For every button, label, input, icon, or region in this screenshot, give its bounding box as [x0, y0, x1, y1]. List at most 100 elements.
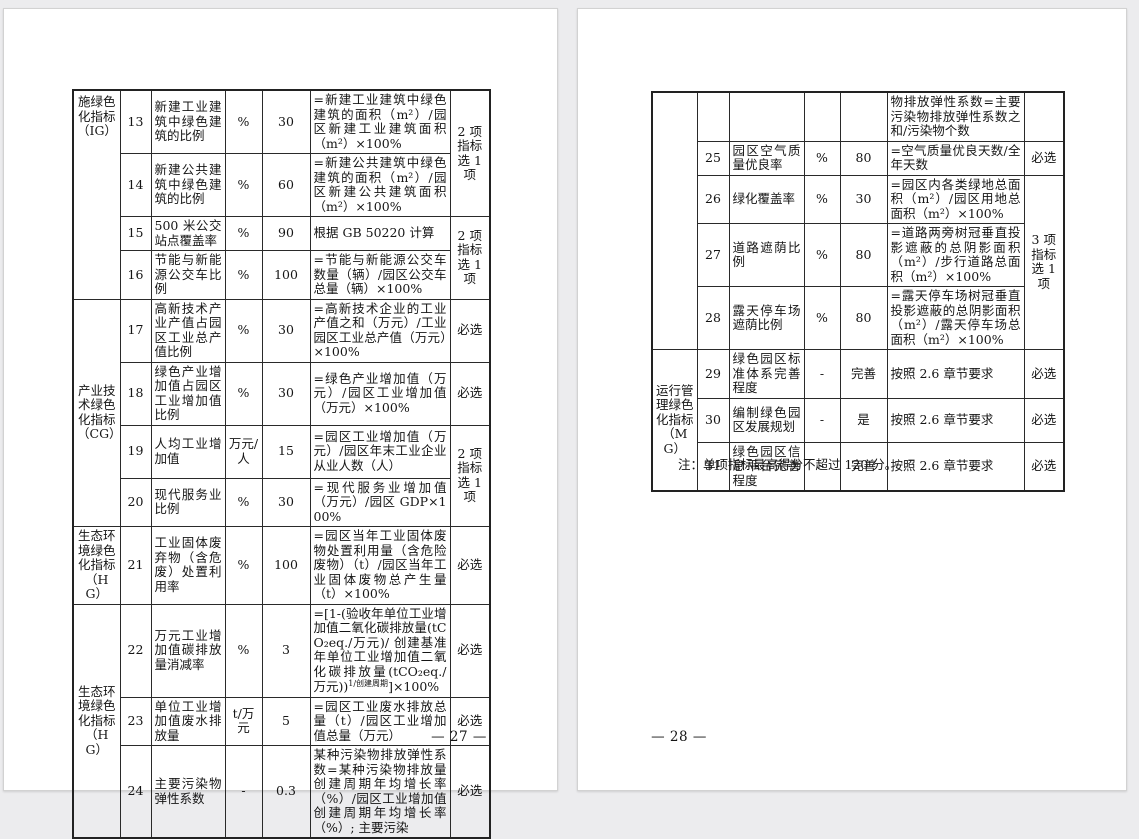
unit-cell: % — [224, 298, 263, 363]
formula-cell: =新建公共建筑中绿色建筑的面积（m²）/园区新建公共建筑面积（m²）×100% — [309, 153, 451, 217]
row-30: 30 编制绿色园区发展规划 - 是 按照 2.6 章节要求 必选 — [652, 397, 1065, 443]
indicator-name-cell: 工业固体废弃物（含危废）处置利用率 — [150, 526, 226, 605]
index-cell: 28 — [696, 286, 730, 350]
index-cell: 15 — [119, 216, 152, 251]
unit-cell: % — [224, 250, 263, 300]
indicator-name-cell: 新建工业建筑中绿色建筑的比例 — [150, 89, 226, 154]
target-value-cell: 30 — [261, 298, 311, 363]
requirement-cell: 必选 — [449, 745, 491, 839]
row-21: 生态环境绿色化指标（HG） 21 工业固体废弃物（含危废）处置利用率 % 100… — [72, 526, 491, 605]
index-cell: 27 — [696, 223, 730, 287]
indicator-name-cell: 绿色园区信息平台完善程度 — [728, 441, 805, 492]
row-31: 31 绿色园区信息平台完善程度 - 完善 按照 2.6 章节要求 必选 — [652, 441, 1065, 492]
page-number: — 27 — — [431, 729, 487, 745]
indicator-name-cell: 人均工业增加值 — [150, 424, 226, 479]
unit-cell: - — [803, 441, 841, 492]
category-cell — [651, 91, 698, 350]
category-cell: 生态环境绿色化指标（HG） — [72, 603, 121, 839]
page-28: 物排放弹性系数=主要污染物排放弹性系数之和/污染物个数 25 园区空气质量优良率… — [577, 8, 1127, 791]
index-cell: 18 — [119, 361, 152, 426]
indicator-name-cell: 绿色园区标准体系完善程度 — [728, 349, 805, 399]
formula-cell: 按照 2.6 章节要求 — [886, 441, 1025, 492]
formula-cell: 某种污染物排放弹性系数=某种污染物排放量创建周期年均增长率（%）/园区工业增加值… — [309, 745, 451, 839]
index-cell: 30 — [696, 397, 730, 443]
formula-cell: =[1-(验收年单位工业增加值二氧化碳排放量(tCO₂eq./万元)/ 创建基准… — [309, 603, 451, 698]
formula-cell: =露天停车场树冠垂直投影遮蔽的总阴影面积（m²）/露天停车场总面积（m²）×10… — [886, 286, 1025, 350]
category-cell: 生态环境绿色化指标（HG） — [72, 526, 121, 605]
indicator-table-left: 施绿色化指标（IG） 13 新建工业建筑中绿色建筑的比例 % 30 =新建工业建… — [72, 89, 491, 839]
formula-cell: 物排放弹性系数=主要污染物排放弹性系数之和/污染物个数 — [886, 91, 1025, 142]
indicator-name-cell: 500 米公交站点覆盖率 — [150, 216, 226, 251]
target-value-cell: 30 — [261, 89, 311, 154]
requirement-cell: 必选 — [1023, 397, 1065, 443]
index-cell: 25 — [696, 140, 730, 176]
target-value-cell: 3 — [261, 603, 311, 698]
row-20: 20 现代服务业比例 % 30 =现代服务业增加值（万元）/园区 GDP×100… — [73, 477, 490, 527]
requirement-cell: 2 项指标选 1 项 — [449, 216, 491, 300]
unit-cell: - — [803, 397, 841, 443]
page-27: 施绿色化指标（IG） 13 新建工业建筑中绿色建筑的比例 % 30 =新建工业建… — [3, 8, 558, 839]
requirement-cell: 必选 — [449, 298, 491, 363]
index-cell: 20 — [119, 477, 152, 527]
indicator-table-right: 物排放弹性系数=主要污染物排放弹性系数之和/污染物个数 25 园区空气质量优良率… — [651, 91, 1065, 492]
unit-cell: - — [224, 745, 263, 839]
row-24: 24 主要污染物弹性系数 - 0.3 某种污染物排放弹性系数=某种污染物排放量创… — [73, 745, 491, 839]
formula-cell: =高新技术企业的工业产值之和（万元）/工业园区工业总产值（万元）×100% — [309, 298, 451, 363]
row-22: 生态环境绿色化指标（HG） 22 万元工业增加值碳排放量消减率 % 3 =[1-… — [72, 603, 491, 839]
row-27: 27 道路遮荫比例 % 80 =道路两旁树冠垂直投影遮蔽的总阴影面积（m²）/步… — [652, 223, 1064, 287]
requirement-cell: 必选 — [449, 603, 491, 698]
index-cell: 14 — [119, 153, 152, 217]
formula-text: ]×100% — [388, 679, 440, 695]
index-cell — [696, 91, 730, 142]
target-value-cell: 30 — [261, 477, 311, 527]
row-16: 16 节能与新能源公交车比例 % 100 =节能与新能源公交车数量（辆）/园区公… — [73, 250, 490, 300]
formula-exponent: 1/创建周期 — [348, 679, 389, 688]
row-14: 14 新建公共建筑中绿色建筑的比例 % 60 =新建公共建筑中绿色建筑的面积（m… — [73, 153, 490, 217]
formula-cell: 根据 GB 50220 计算 — [309, 216, 451, 251]
indicator-name-cell: 绿化覆盖率 — [728, 174, 805, 224]
target-value-cell: 0.3 — [261, 745, 311, 839]
table-note: 注：单项指标最高得分不超过 120 分。 — [678, 457, 898, 472]
index-cell: 13 — [119, 89, 152, 154]
target-value-cell: 80 — [839, 140, 888, 176]
indicator-name-cell: 节能与新能源公交车比例 — [150, 250, 226, 300]
unit-cell: % — [224, 477, 263, 527]
unit-cell: % — [803, 140, 841, 176]
indicator-name-cell: 高新技术产业产值占园区工业总产值比例 — [150, 298, 226, 363]
requirement-cell: 必选 — [449, 361, 491, 426]
row-26: 26 绿化覆盖率 % 30 =园区内各类绿地总面积（m²）/园区用地总面积（m²… — [652, 174, 1065, 350]
page-number: — 28 — — [651, 729, 707, 745]
index-cell: 23 — [119, 696, 152, 747]
requirement-cell: 2 项指标选 1 项 — [449, 89, 491, 217]
unit-cell: - — [803, 349, 841, 399]
unit-cell: % — [224, 153, 263, 217]
indicator-name-cell: 道路遮荫比例 — [728, 223, 805, 287]
target-value-cell: 30 — [839, 174, 888, 224]
unit-cell: t/万元 — [224, 696, 263, 747]
row-13: 施绿色化指标（IG） 13 新建工业建筑中绿色建筑的比例 % 30 =新建工业建… — [72, 89, 491, 300]
formula-cell: =园区工业增加值（万元）/园区年末工业企业从业人数（人） — [309, 424, 451, 479]
target-value-cell: 完善 — [839, 441, 888, 492]
requirement-cell: 3 项指标选 1 项 — [1023, 174, 1065, 350]
target-value-cell: 5 — [261, 696, 311, 747]
requirement-cell: 必选 — [1023, 349, 1065, 399]
row-23: 23 单位工业增加值废水排放量 t/万元 5 =园区工业废水排放总量（t）/园区… — [73, 696, 491, 747]
index-cell: 24 — [119, 745, 152, 839]
unit-cell: % — [224, 603, 263, 698]
indicator-name-cell — [728, 91, 805, 142]
requirement-cell: 必选 — [449, 696, 491, 747]
indicator-name-cell: 编制绿色园区发展规划 — [728, 397, 805, 443]
formula-cell: =园区当年工业固体废物处置利用量（含危险废物）（t）/园区当年工业固体废物总产生… — [309, 526, 451, 605]
index-cell: 19 — [119, 424, 152, 479]
index-cell: 16 — [119, 250, 152, 300]
target-value-cell: 60 — [261, 153, 311, 217]
requirement-cell — [1023, 91, 1065, 142]
formula-cell: 按照 2.6 章节要求 — [886, 349, 1025, 399]
category-cell: 运行管理绿色化指标（MG） — [651, 349, 698, 492]
row-25: 25 园区空气质量优良率 % 80 =空气质量优良天数/全年天数 必选 — [652, 140, 1065, 176]
index-cell: 29 — [696, 349, 730, 399]
formula-cell: =绿色产业增加值（万元）/园区工业增加值（万元）×100% — [309, 361, 451, 426]
target-value-cell: 100 — [261, 526, 311, 605]
requirement-cell: 2 项指标选 1 项 — [449, 424, 491, 527]
